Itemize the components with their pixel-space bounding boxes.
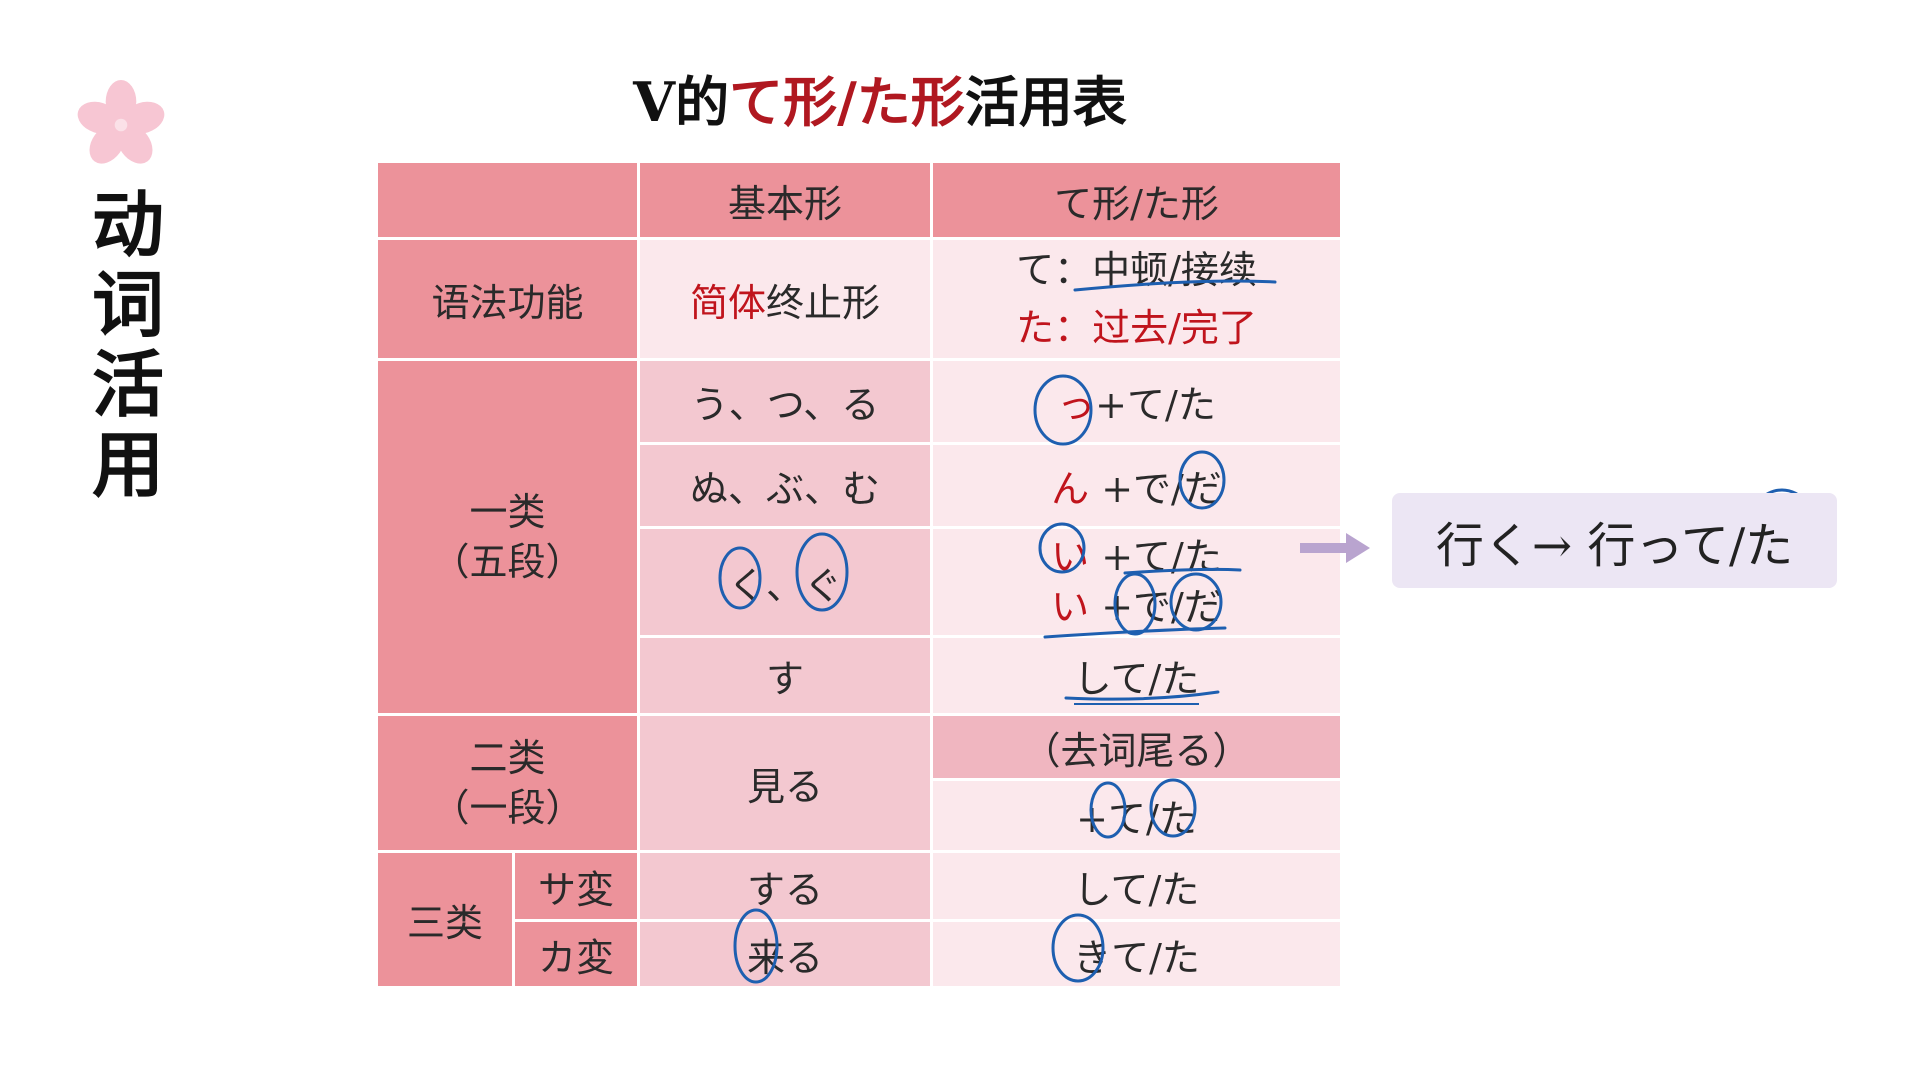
group1-form: っ+て/た (930, 358, 1343, 445)
form-rest: して/た (1073, 657, 1200, 705)
group1-label-line1: 一类 (469, 490, 546, 534)
group3-row: 三类 サ変 する して/た (375, 850, 1343, 989)
group2-basic: 見る (637, 713, 933, 853)
group3-form: して/た (930, 850, 1343, 922)
group1-form: ん +で/だ (930, 442, 1343, 529)
group1-basic: く、ぐ (637, 526, 933, 638)
title-suffix: 活用表 (964, 70, 1127, 134)
group2-row: 二类 （一段） 見る （去词尾る） (375, 713, 1343, 853)
header-basic-form: 基本形 (637, 160, 933, 240)
sakura-flower-icon (77, 80, 165, 164)
group1-form: して/た (930, 635, 1343, 716)
grammar-basic-red: 简体 (689, 280, 766, 325)
grammar-label: 语法功能 (375, 237, 640, 361)
grammar-function: て：中顿/接续 た：过去/完了 (930, 237, 1343, 361)
grammar-basic: 简体终止形 (637, 237, 933, 361)
example-box: 行く→ 行って/た (1392, 493, 1837, 588)
side-title-char: 动 (91, 183, 164, 267)
group3-basic: 来る (637, 919, 933, 989)
conjugation-table: 基本形 て形/た形 语法功能 简体终止形 て：中顿/接续 た：过去/完了 一类 … (375, 160, 1343, 989)
group1-basic: う、つ、る (637, 358, 933, 445)
group2-form-bottom: +て/た (930, 778, 1343, 853)
form-rest: +て/た (1095, 383, 1216, 427)
title-prefix: V的 (633, 70, 730, 134)
form-rest: +で/だ (1089, 467, 1222, 511)
grammar-row: 语法功能 简体终止形 て：中顿/接续 た：过去/完了 (375, 237, 1343, 361)
group1-basic: す (637, 635, 933, 716)
side-title-char: 词 (91, 263, 164, 347)
header-cell-empty (375, 160, 640, 240)
group2-form-top: （去词尾る） (930, 713, 1343, 781)
group1-row: ぬ、ぶ、む ん +で/だ (377, 442, 1343, 529)
grammar-basic-rest: 终止形 (766, 280, 881, 325)
form-line: い +て/た (933, 532, 1340, 582)
form-rest: +で/だ (1089, 585, 1222, 629)
right-arrow-icon (1300, 533, 1370, 563)
form-red: い (1051, 585, 1090, 629)
group3-form: きて/た (930, 919, 1343, 989)
side-title: 动 词 活 用 (88, 185, 168, 505)
table-header-row: 基本形 て形/た形 (375, 160, 1343, 240)
header-te-ta-form: て形/た形 (930, 160, 1343, 240)
ta-function-line: た：过去/完了 (1016, 306, 1257, 350)
te-function-line: て：中顿/接续 (1016, 248, 1257, 292)
side-title-char: 活 (91, 343, 164, 427)
group2-label: 二类 （一段） (375, 713, 640, 853)
form-line: い +で/だ (933, 582, 1340, 632)
side-title-char: 用 (91, 423, 164, 507)
group2-label-line1: 二类 (469, 736, 546, 780)
title-highlight: て形/た形 (729, 70, 965, 134)
group3-label: 三类 (375, 850, 515, 989)
group3-sub: サ変 (512, 850, 640, 922)
form-red: ん (1051, 467, 1090, 511)
group3-sub: カ変 (512, 919, 640, 989)
group3-basic: する (637, 850, 933, 922)
form-rest: +て/た (1089, 535, 1222, 579)
page-title: V的て形/た形活用表 (0, 58, 1760, 137)
group2-label-line2: （一段） (431, 786, 584, 830)
group1-label: 一类 （五段） (375, 358, 640, 716)
group1-form: い +て/た い +で/だ (930, 526, 1343, 638)
group1-label-line2: （五段） (431, 540, 584, 584)
group1-row: 一类 （五段） う、つ、る っ+て/た (375, 358, 1343, 716)
group3-row: カ変 来る きて/た (377, 919, 1343, 989)
group1-basic: ぬ、ぶ、む (637, 442, 933, 529)
form-red: い (1051, 535, 1090, 579)
form-red: っ (1057, 383, 1096, 427)
